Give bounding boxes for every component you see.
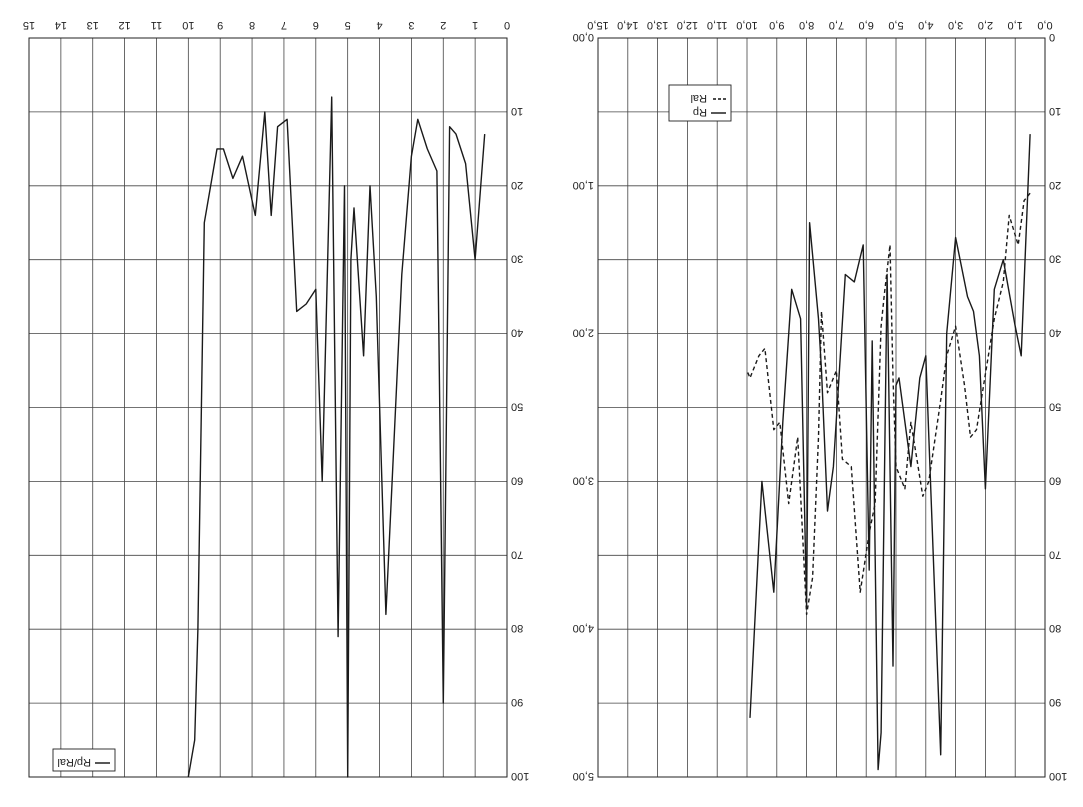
y-tick-label: 100 — [1049, 770, 1067, 782]
x-tick-label: 2 — [440, 19, 446, 31]
y-tick-label: 10 — [1049, 105, 1061, 117]
legend-box — [668, 84, 732, 122]
x-tick-label: 11 — [151, 19, 162, 31]
y-tick-label: 90 — [511, 696, 523, 708]
legend: Rp Ral — [668, 84, 732, 122]
chart-rp-ral-ratio: 0123456789101112131415102030405060708090… — [23, 19, 529, 782]
y2-tick-label: 5,00 — [573, 770, 594, 782]
y-tick-label: 20 — [511, 179, 523, 191]
legend: Rp/Ral — [52, 748, 116, 772]
x-tick-label: 13,0 — [647, 19, 668, 31]
x-tick-label: 5 — [345, 19, 351, 31]
y2-tick-label: 0,00 — [573, 31, 594, 43]
x-tick-label: 3 — [408, 19, 414, 31]
x-tick-label: 5,0 — [888, 19, 903, 31]
x-tick-label: 1 — [472, 19, 478, 31]
x-tick-label: 9 — [217, 19, 223, 31]
x-tick-label: 6,0 — [859, 19, 874, 31]
y-tick-label: 90 — [1049, 696, 1061, 708]
x-tick-label: 12 — [118, 19, 130, 31]
x-tick-label: 12,0 — [677, 19, 698, 31]
legend-label: Ral — [690, 92, 707, 104]
y-tick-label: 50 — [1049, 401, 1061, 413]
legend-label: Rp — [693, 106, 707, 118]
y-tick-label: 80 — [511, 622, 523, 634]
y-tick-label: 70 — [511, 548, 523, 560]
y2-tick-label: 2,00 — [573, 327, 594, 339]
x-tick-label: 6 — [313, 19, 319, 31]
x-tick-label: 10,0 — [736, 19, 757, 31]
y-tick-label: 40 — [511, 327, 523, 339]
x-tick-label: 14 — [55, 19, 67, 31]
legend-label: Rp/Ral — [57, 756, 91, 768]
x-tick-label: 8 — [249, 19, 255, 31]
x-tick-label: 14,0 — [617, 19, 638, 31]
x-tick-label: 2,0 — [978, 19, 993, 31]
y-tick-label: 30 — [511, 253, 523, 265]
x-tick-label: 10 — [182, 19, 194, 31]
y-tick-label: 40 — [1049, 327, 1061, 339]
x-tick-label: 4,0 — [918, 19, 933, 31]
x-tick-label: 15,0 — [587, 19, 608, 31]
y-tick-label: 70 — [1049, 548, 1061, 560]
x-tick-label: 0,0 — [1037, 19, 1052, 31]
x-tick-label: 11,0 — [707, 19, 728, 31]
x-tick-label: 7 — [281, 19, 287, 31]
x-tick-label: 0 — [504, 19, 510, 31]
legend-box — [52, 748, 116, 772]
y-tick-label: 50 — [511, 401, 523, 413]
y2-tick-label: 1,00 — [573, 179, 594, 191]
y-tick-label: 0 — [1049, 31, 1055, 43]
plot-frame — [597, 37, 1046, 778]
y-tick-label: 100 — [511, 770, 529, 782]
y2-tick-label: 3,00 — [573, 474, 594, 486]
plot-frame — [28, 37, 508, 778]
series-line-rp-ral — [187, 96, 486, 778]
y-tick-label: 80 — [1049, 622, 1061, 634]
x-tick-label: 13 — [87, 19, 99, 31]
y-tick-label: 30 — [1049, 253, 1061, 265]
y-tick-label: 10 — [511, 105, 523, 117]
x-tick-label: 4 — [376, 19, 382, 31]
series-line-ral — [746, 192, 1031, 616]
x-tick-label: 8,0 — [799, 19, 814, 31]
x-tick-label: 15 — [23, 19, 35, 31]
x-tick-label: 9,0 — [769, 19, 784, 31]
y-tick-label: 60 — [1049, 474, 1061, 486]
x-tick-label: 3,0 — [948, 19, 963, 31]
y-tick-label: 60 — [511, 474, 523, 486]
y2-tick-label: 4,00 — [573, 622, 594, 634]
x-tick-label: 1,0 — [1008, 19, 1023, 31]
series-line-rp — [749, 134, 1031, 771]
chart-rp-and-ral: 0,0 1,0 2,0 3,0 4,0 5,0 6,0 7,0 8,0 9,0 10,0 11,0 12… — [573, 19, 1068, 782]
y-tick-label: 20 — [1049, 179, 1061, 191]
x-tick-label: 7,0 — [829, 19, 844, 31]
